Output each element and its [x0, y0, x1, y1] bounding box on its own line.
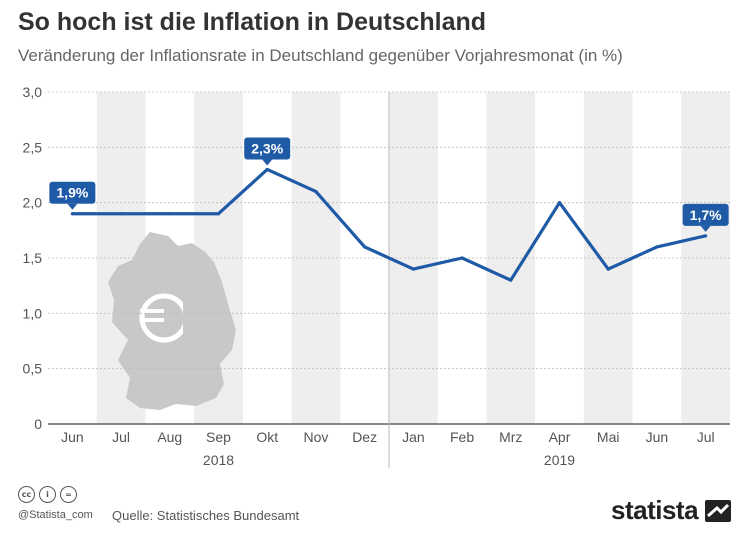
x-tick-label: Aug [157, 429, 182, 445]
statista-handle[interactable]: @Statista_com [18, 509, 93, 521]
year-label: 2019 [544, 452, 575, 468]
data-point [119, 212, 123, 216]
x-tick-label: Jun [646, 429, 669, 445]
year-label: 2018 [203, 452, 234, 468]
y-tick-label: 0 [34, 416, 42, 432]
y-tick-label: 0,5 [23, 361, 43, 377]
data-point [704, 234, 708, 238]
data-point [168, 212, 172, 216]
data-label: 1,9% [49, 181, 96, 210]
data-point [265, 167, 269, 172]
data-label: 2,3% [244, 137, 291, 166]
month-band [486, 92, 536, 424]
data-label-pointer [262, 159, 273, 166]
cc-icon[interactable]: cc [18, 486, 35, 503]
data-point [606, 267, 610, 271]
x-tick-label: Jul [697, 429, 715, 445]
data-label-text: 1,9% [56, 185, 88, 201]
x-tick-label: Jun [61, 429, 84, 445]
data-label: 1,7% [682, 203, 729, 232]
x-tick-label: Sep [206, 429, 231, 445]
y-tick-label: 2,5 [23, 139, 43, 155]
data-point [655, 245, 659, 249]
y-tick-label: 1,0 [23, 305, 43, 321]
x-tick-label: Jul [112, 429, 130, 445]
attribution-icon[interactable]: i [39, 486, 56, 503]
data-point [411, 267, 415, 271]
data-point [509, 278, 513, 282]
x-tick-label: Feb [450, 429, 474, 445]
data-label-box [244, 137, 291, 160]
data-label-text: 2,3% [251, 140, 283, 156]
germany-map-icon [108, 232, 236, 410]
data-label-text: 1,7% [690, 207, 722, 223]
x-tick-label: Okt [256, 429, 278, 445]
no-derivatives-icon[interactable]: = [60, 486, 77, 503]
source-note: Quelle: Statistisches Bundesamt [112, 508, 300, 523]
data-label-pointer [700, 225, 711, 232]
data-point [70, 212, 74, 216]
inflation-series-line [72, 167, 706, 282]
data-point [314, 190, 318, 194]
statista-logo-icon [705, 500, 731, 522]
x-tick-label: Apr [549, 429, 571, 445]
data-point [557, 201, 562, 205]
data-point [460, 256, 464, 260]
y-tick-label: 2,0 [23, 195, 43, 211]
x-tick-label: Dez [352, 429, 377, 445]
statista-logo[interactable]: statista [611, 495, 699, 525]
data-label-pointer [67, 203, 78, 210]
x-tick-label: Jan [402, 429, 425, 445]
license-icons: cc i = [18, 486, 77, 503]
data-label-box [682, 203, 729, 226]
data-point [363, 245, 367, 249]
x-tick-label: Mrz [499, 429, 522, 445]
chart-title: So hoch ist die Inflation in Deutschland [18, 8, 487, 36]
y-tick-label: 3,0 [23, 84, 43, 100]
data-label-box [49, 181, 96, 204]
x-tick-label: Nov [303, 429, 328, 445]
y-tick-label: 1,5 [23, 250, 43, 266]
x-tick-label: Mai [597, 429, 620, 445]
data-point [216, 212, 221, 216]
chart-subtitle: Veränderung der Inflationsrate in Deutsc… [18, 46, 623, 65]
